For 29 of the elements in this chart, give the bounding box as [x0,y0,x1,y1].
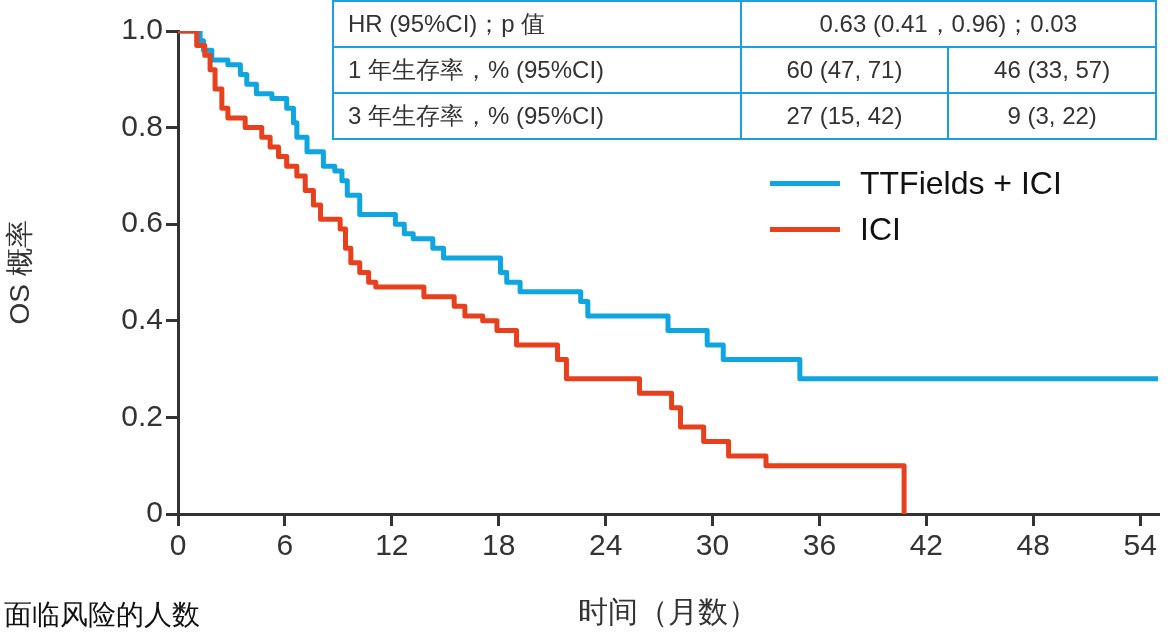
y-axis-title: OS 概率 [3,220,35,325]
y-tick-label: 0.2 [121,398,163,432]
annotation: 3 年生存率，% (95%CI) [334,94,740,138]
x-axis-title: 时间（月数） [578,595,758,629]
x-tick-label: 30 [695,528,730,562]
annotation: 60 (47, 71) [741,48,948,92]
x-tick-label: 42 [909,528,944,562]
annotation: 9 (3, 22) [949,94,1155,138]
x-tick-label: 12 [375,528,409,562]
x-tick-label: 54 [1123,528,1157,562]
text: 面临风险的人数 [4,598,200,632]
y-tick-label: 0.4 [121,302,163,336]
y-tick-label: 0.8 [121,108,163,142]
x-tick-label: 24 [588,528,623,562]
annotation: 1 年生存率，% (95%CI) [334,48,740,92]
y-tick-label: 1.0 [121,12,163,46]
annotation: 46 (33, 57) [949,48,1155,92]
x-tick-label: 36 [802,528,837,562]
x-tick-label: 0 [169,528,187,562]
annotation: 0.63 (0.41，0.96)；0.03 [741,2,1155,46]
legend-label: ICI [860,210,901,248]
annotation: 27 (15, 42) [741,94,948,138]
y-tick-label: 0 [146,495,163,529]
legend-label: TTFields + ICI [860,164,1062,202]
x-tick-label: 48 [1016,528,1050,562]
x-tick-label: 18 [482,528,516,562]
y-tick-label: 0.6 [121,205,163,239]
annotation: HR (95%CI)；p 值 [334,2,740,46]
x-tick-label: 6 [276,528,294,562]
